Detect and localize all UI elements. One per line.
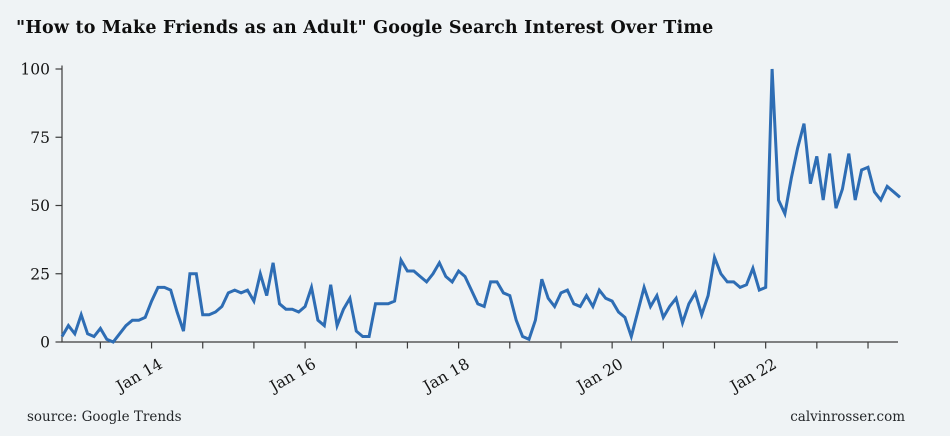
y-tick-label: 75 — [30, 129, 50, 147]
y-tick-label: 0 — [40, 334, 50, 352]
chart-title: "How to Make Friends as an Adult" Google… — [16, 18, 714, 38]
x-tick-label: Jan 20 — [572, 355, 626, 397]
y-tick-label: 25 — [30, 265, 50, 283]
x-tick-label: Jan 14 — [111, 355, 165, 397]
y-tick-label: 100 — [20, 61, 50, 79]
y-tick-label: 50 — [30, 197, 50, 215]
site-credit: calvinrosser.com — [790, 409, 905, 425]
x-tick-label: Jan 18 — [418, 355, 472, 397]
x-tick-label: Jan 22 — [726, 355, 780, 397]
source-credit: source: Google Trends — [27, 409, 182, 425]
x-tick-label: Jan 16 — [265, 355, 319, 397]
trend-line — [60, 68, 901, 344]
